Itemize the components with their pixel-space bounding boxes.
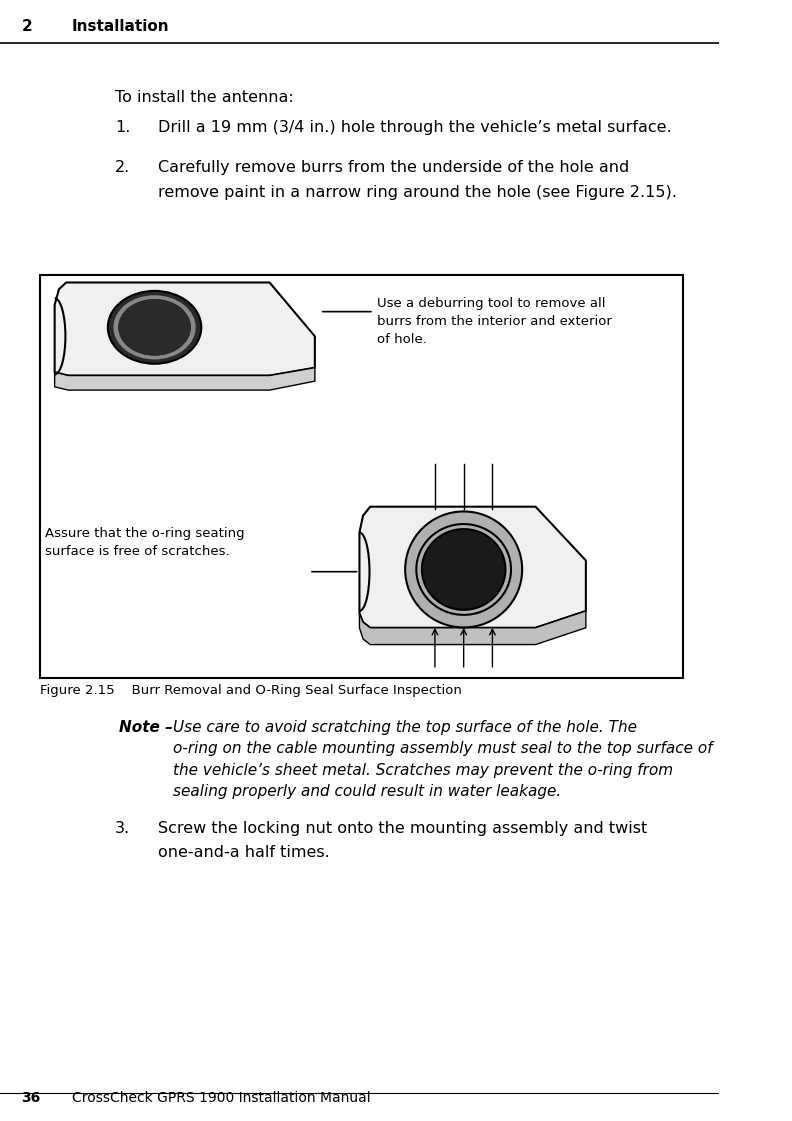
Ellipse shape — [113, 295, 196, 360]
Text: Use care to avoid scratching the top surface of the hole. The
o-ring on the cabl: Use care to avoid scratching the top sur… — [173, 720, 712, 799]
Text: 2.: 2. — [115, 160, 130, 175]
Ellipse shape — [422, 529, 505, 610]
Text: 1.: 1. — [115, 120, 131, 135]
Text: Drill a 19 mm (3/4 in.) hole through the vehicle’s metal surface.: Drill a 19 mm (3/4 in.) hole through the… — [158, 120, 672, 135]
FancyBboxPatch shape — [40, 275, 683, 678]
Text: CrossCheck GPRS 1900 Installation Manual: CrossCheck GPRS 1900 Installation Manual — [72, 1092, 371, 1105]
Ellipse shape — [108, 290, 201, 363]
Text: Use a deburring tool to remove all
burrs from the interior and exterior
of hole.: Use a deburring tool to remove all burrs… — [378, 297, 612, 346]
Text: Assure that the o-ring seating
surface is free of scratches.: Assure that the o-ring seating surface i… — [45, 527, 245, 558]
Text: Figure 2.15    Burr Removal and O-Ring Seal Surface Inspection: Figure 2.15 Burr Removal and O-Ring Seal… — [40, 684, 462, 697]
Text: 36: 36 — [21, 1092, 41, 1105]
Text: 3.: 3. — [115, 821, 130, 835]
Text: remove paint in a narrow ring around the hole (see Figure 2.15).: remove paint in a narrow ring around the… — [158, 185, 677, 200]
Ellipse shape — [118, 299, 191, 355]
Polygon shape — [55, 368, 315, 390]
Text: Note –: Note – — [119, 720, 177, 734]
Text: Carefully remove burrs from the underside of the hole and: Carefully remove burrs from the undersid… — [158, 160, 630, 175]
Text: one-and-a half times.: one-and-a half times. — [158, 845, 330, 860]
Text: Screw the locking nut onto the mounting assembly and twist: Screw the locking nut onto the mounting … — [158, 821, 647, 835]
Ellipse shape — [120, 300, 189, 354]
Text: To install the antenna:: To install the antenna: — [115, 90, 294, 104]
Text: Installation: Installation — [72, 19, 169, 34]
Polygon shape — [360, 611, 586, 645]
Ellipse shape — [406, 511, 522, 628]
Polygon shape — [360, 507, 586, 628]
Polygon shape — [55, 282, 315, 376]
Text: 2: 2 — [21, 19, 32, 34]
